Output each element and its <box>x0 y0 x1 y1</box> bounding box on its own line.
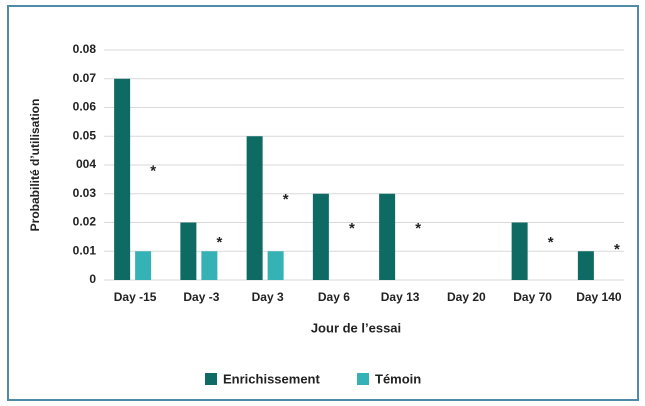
annotation: * <box>614 241 620 258</box>
legend-swatch <box>357 373 369 385</box>
x-tick-label: Day -15 <box>114 290 157 304</box>
x-tick-label: Day 70 <box>513 290 552 304</box>
y-tick-label: 0.05 <box>73 128 97 142</box>
x-tick-label: Day -3 <box>183 290 219 304</box>
annotation: * <box>283 191 289 208</box>
y-tick-label: 0.08 <box>73 42 97 56</box>
bar <box>312 193 329 280</box>
x-tick-label: Day 140 <box>576 290 622 304</box>
bar <box>180 222 197 280</box>
y-tick-label: 0.06 <box>73 100 97 114</box>
legend-label: Enrichissement <box>223 371 320 386</box>
y-tick-label: 004 <box>76 157 96 171</box>
annotation: * <box>349 220 355 237</box>
legend-swatch <box>205 373 217 385</box>
x-axis-label: Jour de l’essai <box>311 320 401 335</box>
bar <box>135 251 152 280</box>
annotation: * <box>415 220 421 237</box>
bar <box>511 222 528 280</box>
x-tick-label: Day 3 <box>252 290 284 304</box>
annotation: * <box>216 234 222 251</box>
annotation: * <box>150 162 156 179</box>
y-tick-label: 0.01 <box>73 243 97 257</box>
bar <box>267 251 284 280</box>
y-tick-label: 0.03 <box>73 186 97 200</box>
x-tick-label: Day 13 <box>381 290 420 304</box>
y-tick-label: 0.07 <box>73 71 97 85</box>
bar <box>379 193 396 280</box>
bar <box>114 78 131 280</box>
bar <box>246 136 263 280</box>
bar <box>201 251 218 280</box>
y-tick-label: 0 <box>89 272 96 286</box>
x-tick-label: Day 6 <box>318 290 350 304</box>
x-tick-label: Day 20 <box>447 290 486 304</box>
annotation: * <box>548 234 554 251</box>
bar <box>577 251 594 280</box>
y-tick-label: 0.02 <box>73 215 97 229</box>
y-axis-label: Probabilité d’utilisation <box>28 99 42 232</box>
legend-label: Témoin <box>375 371 421 386</box>
